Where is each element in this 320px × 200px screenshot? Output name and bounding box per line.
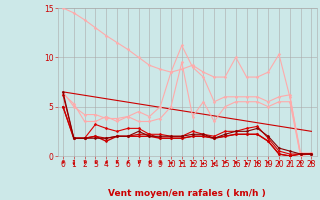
X-axis label: Vent moyen/en rafales ( km/h ): Vent moyen/en rafales ( km/h ) (108, 189, 266, 198)
